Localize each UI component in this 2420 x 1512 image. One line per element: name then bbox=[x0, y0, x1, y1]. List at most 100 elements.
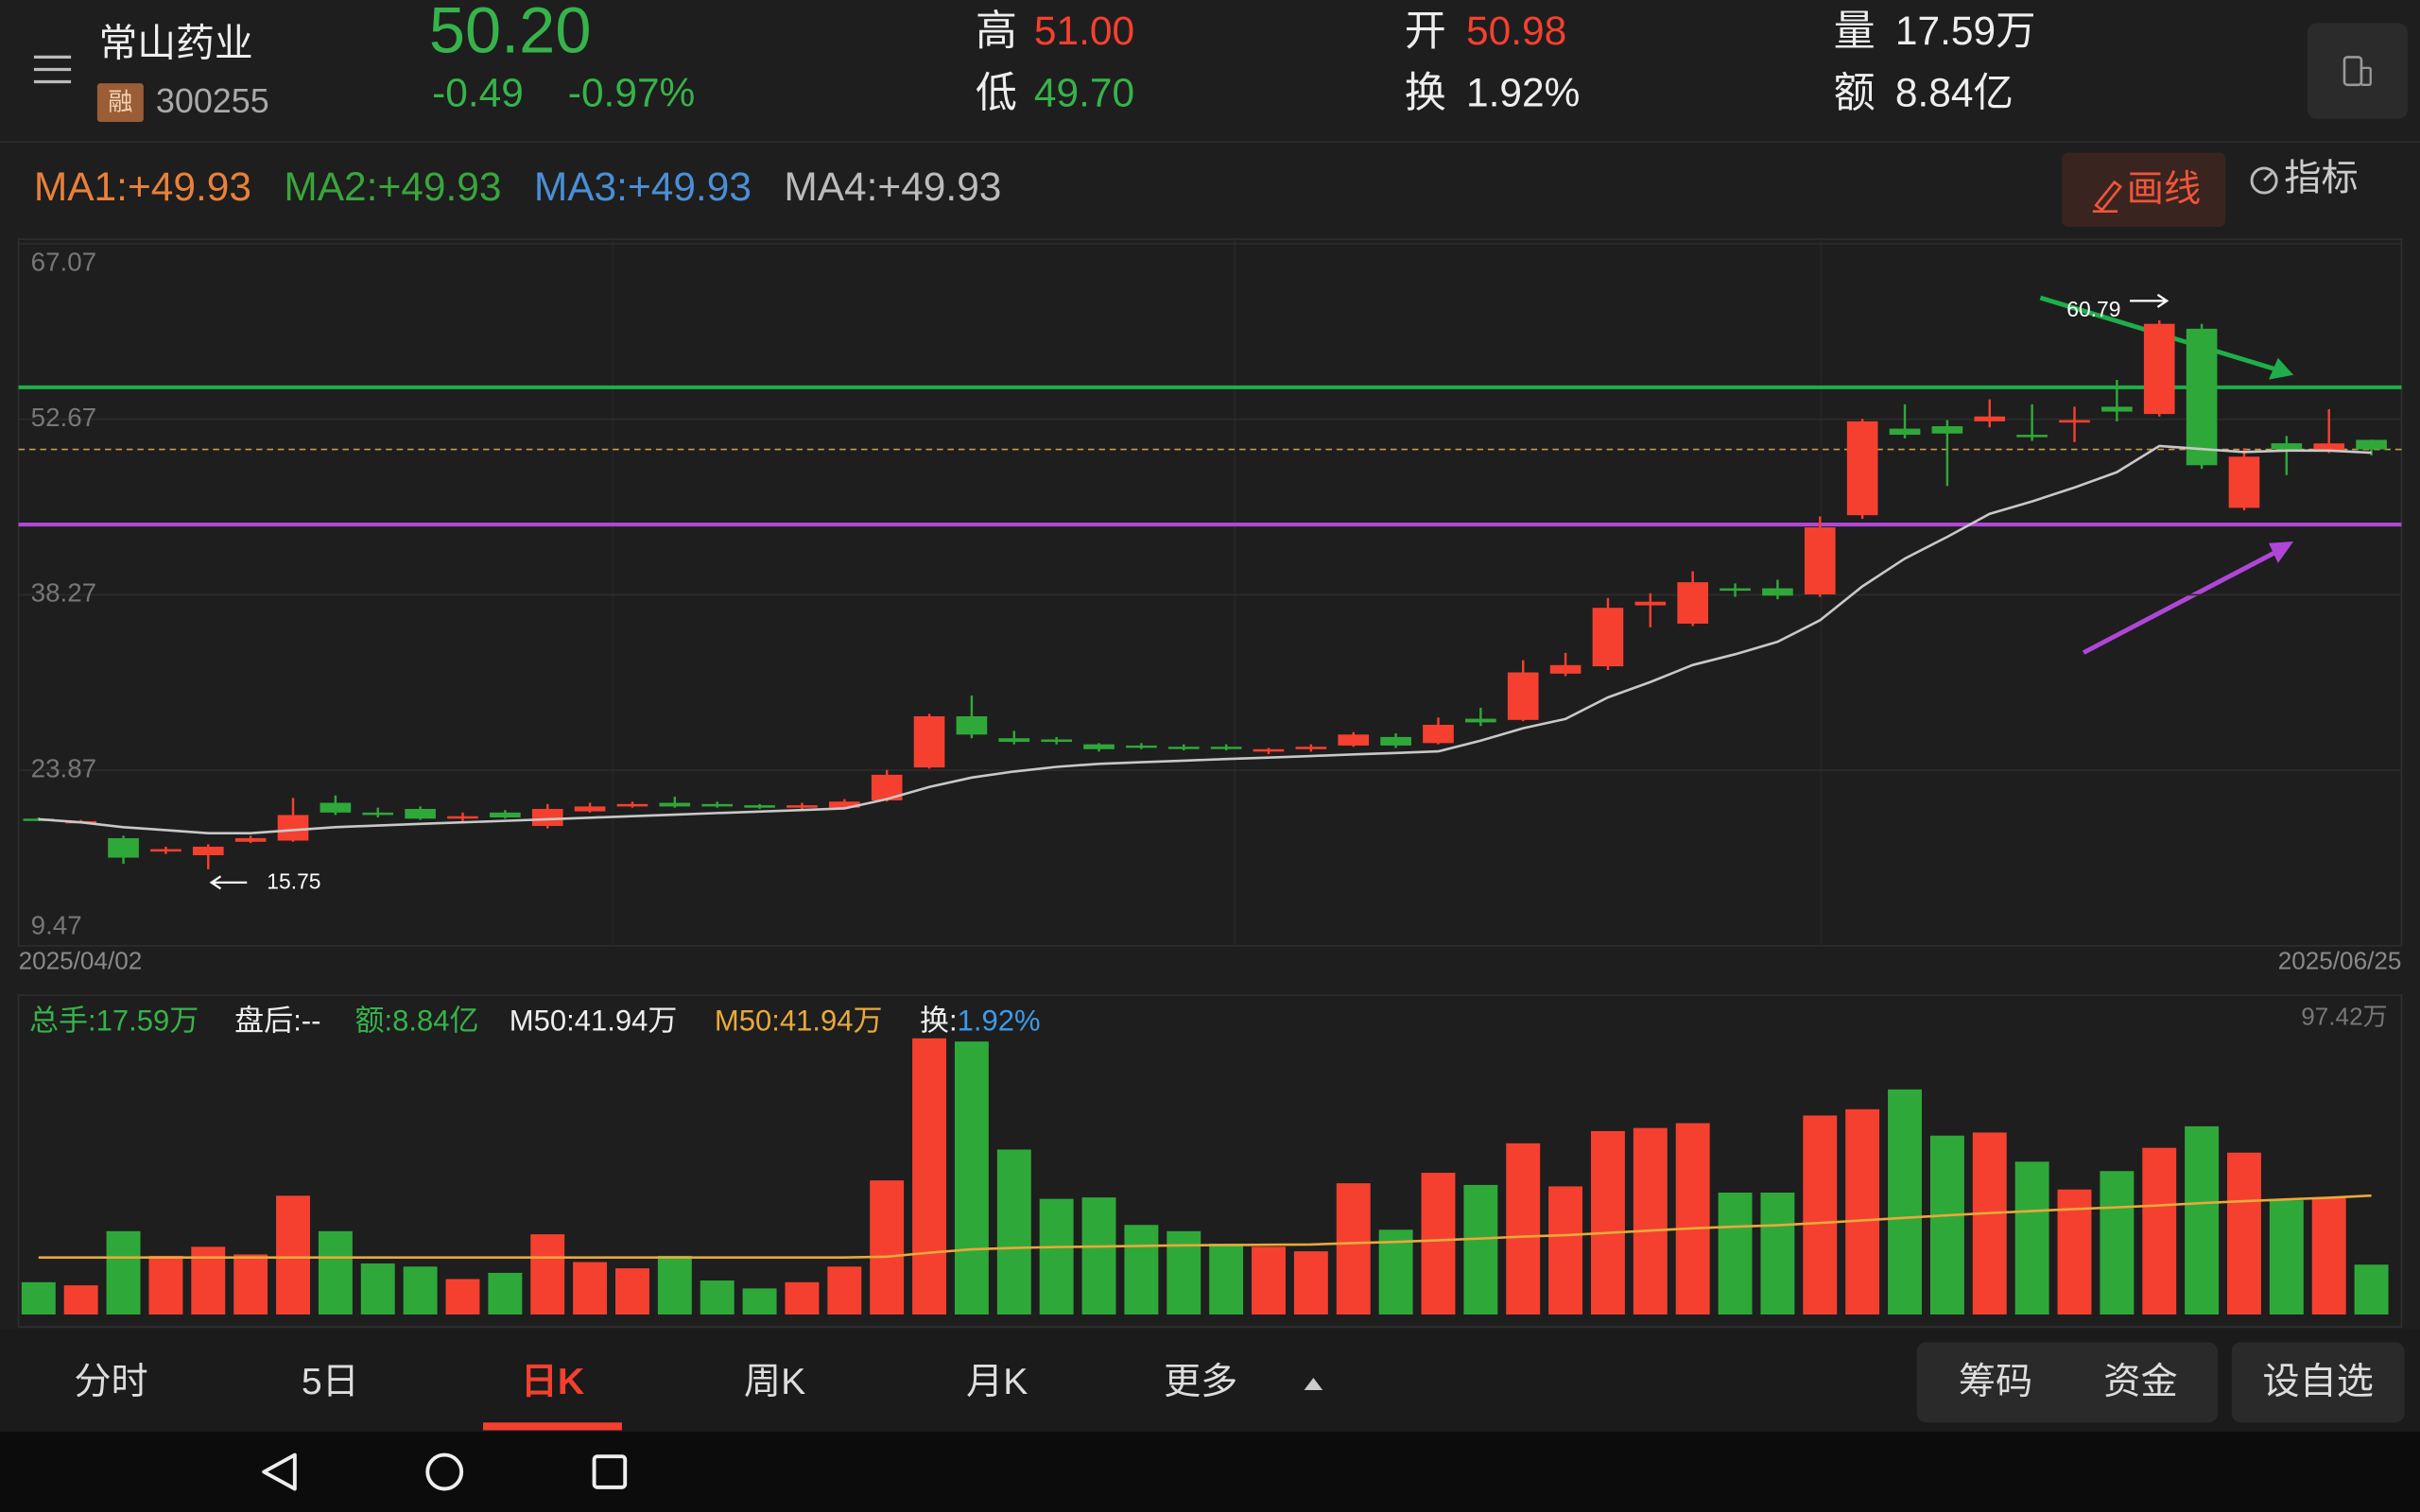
quote-value: 17.59万 bbox=[1895, 9, 2036, 53]
arrow-head bbox=[2269, 541, 2294, 563]
nav-back[interactable] bbox=[262, 1452, 297, 1491]
stat-value: -- bbox=[302, 1005, 321, 1038]
tab[interactable]: 月K bbox=[966, 1362, 1028, 1402]
volume-bar bbox=[1548, 1186, 1583, 1315]
tab[interactable]: 筹码 bbox=[1959, 1362, 2032, 1402]
volume-bar bbox=[360, 1263, 395, 1315]
candle-body bbox=[1931, 426, 1963, 434]
max-label: 60.79 bbox=[2066, 297, 2120, 321]
tab[interactable]: 资金 bbox=[2103, 1362, 2177, 1402]
watch-button[interactable]: 设自选 bbox=[2262, 1362, 2374, 1402]
volume-bar bbox=[1039, 1198, 1074, 1315]
quote-value: 51.00 bbox=[1034, 9, 1134, 53]
change-pct: -0.97% bbox=[568, 70, 695, 114]
max-arrow bbox=[2130, 293, 2169, 308]
candle-body bbox=[405, 808, 436, 819]
volume-bar bbox=[870, 1180, 905, 1315]
candle-body bbox=[659, 802, 691, 807]
candle-body bbox=[2059, 420, 2090, 423]
indicator-button[interactable]: 指标 bbox=[2250, 158, 2359, 198]
candle-body bbox=[913, 715, 945, 768]
price: 50.20 bbox=[429, 0, 592, 67]
tab[interactable]: 更多 bbox=[1164, 1362, 1237, 1402]
candle-body bbox=[1677, 582, 1709, 624]
y-tick-label: 67.07 bbox=[31, 248, 96, 277]
quote-label: 开 bbox=[1405, 9, 1446, 55]
volume-bar bbox=[996, 1149, 1031, 1315]
volume-bar bbox=[1167, 1230, 1201, 1315]
stat-label: 总手: bbox=[29, 1005, 96, 1038]
drawn-arrow bbox=[2082, 545, 2286, 655]
more-caret bbox=[1304, 1377, 1323, 1391]
candle-body bbox=[1210, 747, 1242, 749]
device-button[interactable] bbox=[2307, 23, 2408, 119]
volume-bar bbox=[742, 1288, 777, 1315]
volume-bar bbox=[1506, 1143, 1541, 1315]
draw-button[interactable]: 画线 bbox=[2062, 152, 2226, 227]
candle-body bbox=[320, 802, 352, 813]
quote-label: 量 bbox=[1834, 9, 1876, 55]
volume-bar bbox=[148, 1255, 183, 1315]
nav-recent[interactable] bbox=[592, 1454, 628, 1489]
volume-bar bbox=[1760, 1193, 1795, 1315]
plot: 67.07 52.67 38.27 23.87 9.47 2025/04/02 2025/0… bbox=[19, 243, 2402, 1315]
candle-body bbox=[2016, 435, 2048, 438]
candle-body bbox=[574, 806, 606, 812]
candle-body bbox=[1423, 724, 1454, 744]
volume-bar bbox=[1590, 1130, 1625, 1315]
volume-bar bbox=[1252, 1246, 1286, 1315]
stock-code: 300255 bbox=[156, 81, 269, 120]
candle-body bbox=[1083, 744, 1115, 749]
volume-bar bbox=[827, 1266, 862, 1315]
ma-label: MA1:+49.93 bbox=[34, 164, 251, 209]
stat-value: 41.94万 bbox=[575, 1005, 678, 1038]
nav-bar bbox=[0, 1432, 2420, 1512]
volume-bar bbox=[1081, 1197, 1116, 1315]
tab-underline bbox=[483, 1422, 622, 1431]
volume-frame bbox=[17, 994, 2403, 1328]
min-label: 15.75 bbox=[267, 869, 320, 894]
badge: 融 bbox=[108, 87, 132, 115]
y-tick-label: 9.47 bbox=[31, 911, 82, 940]
tab-active[interactable]: 日K bbox=[521, 1362, 584, 1402]
tab[interactable]: 5日 bbox=[302, 1362, 359, 1402]
candle-body bbox=[1507, 672, 1539, 720]
device-icon bbox=[2360, 66, 2372, 86]
candle-body bbox=[1041, 739, 1072, 743]
quote-label: 低 bbox=[976, 70, 1017, 116]
volume-bar bbox=[2142, 1147, 2177, 1315]
volume-bar bbox=[21, 1281, 56, 1315]
indicator-icon bbox=[2263, 171, 2273, 182]
candle-body bbox=[1126, 745, 1157, 748]
nav-home[interactable] bbox=[425, 1452, 464, 1491]
candle-body bbox=[2356, 439, 2387, 450]
tab[interactable]: 分时 bbox=[74, 1362, 147, 1402]
candle-body bbox=[108, 837, 139, 858]
ma-label: MA2:+49.93 bbox=[284, 164, 501, 209]
volume-bar bbox=[488, 1272, 523, 1315]
x-tick-label: 2025/06/25 bbox=[2278, 947, 2402, 975]
candle-body bbox=[1380, 736, 1411, 746]
menu-icon[interactable] bbox=[33, 55, 72, 84]
device-button-bg bbox=[2307, 23, 2408, 119]
quote-value: 49.70 bbox=[1034, 70, 1134, 114]
volume-bar bbox=[445, 1279, 480, 1315]
quote-value: 50.98 bbox=[1466, 9, 1566, 53]
candle-body bbox=[1167, 747, 1200, 749]
quote-value: 8.84亿 bbox=[1895, 70, 2014, 114]
candle-body bbox=[1295, 747, 1327, 749]
volume-bar bbox=[1888, 1089, 1922, 1315]
candle-body bbox=[1549, 664, 1582, 674]
indicator-icon bbox=[2250, 166, 2278, 195]
candle-body bbox=[2186, 328, 2218, 466]
candle-body bbox=[956, 715, 988, 735]
volume-bar bbox=[1421, 1173, 1456, 1315]
volume-bar bbox=[954, 1041, 989, 1315]
arrow-head bbox=[2269, 357, 2294, 380]
candle-body bbox=[1253, 748, 1285, 752]
volume-bar bbox=[1378, 1229, 1413, 1315]
tab[interactable]: 周K bbox=[744, 1362, 805, 1402]
volume-stats: 总手:17.59万 盘后:-- 额:8.84亿 M50:41.94万 M50:4… bbox=[29, 1005, 1041, 1038]
